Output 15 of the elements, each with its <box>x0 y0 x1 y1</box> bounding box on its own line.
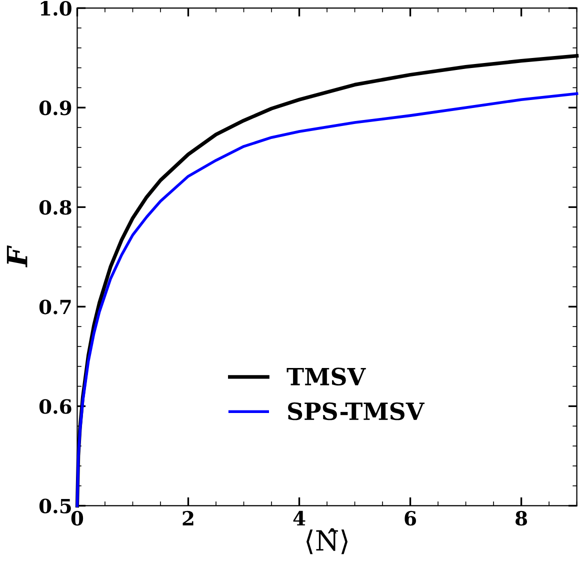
y-tick-label: 1.0 <box>40 1 72 16</box>
y-tick-label: 0.9 <box>39 100 72 116</box>
x-tick-label: 6 <box>404 510 416 526</box>
legend-label: SPS-TMSV <box>288 402 425 420</box>
x-tick-label: 0 <box>71 510 84 526</box>
x-tick-label: 4 <box>293 510 306 526</box>
y-tick-label: 0.7 <box>39 300 71 314</box>
x-axis-title: ⟨N̂⟩ <box>306 528 348 554</box>
y-tick-label: 0.8 <box>39 200 72 215</box>
y-axis-title: F <box>6 245 28 268</box>
x-tick-label: 2 <box>182 510 194 526</box>
legend-label: TMSV <box>286 368 366 386</box>
x-tick-label: 8 <box>516 510 528 526</box>
y-tick-label: 0.5 <box>39 498 71 514</box>
y-tick-label: 0.6 <box>39 399 72 414</box>
